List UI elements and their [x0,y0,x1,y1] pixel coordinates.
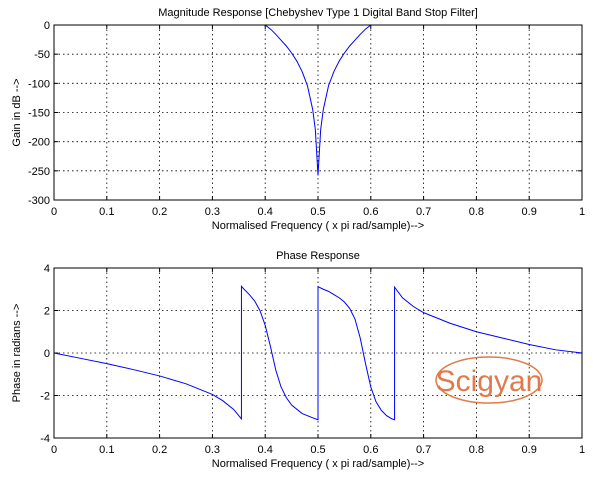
x-tick-label: 0.9 [522,444,537,456]
x-tick-label: 0.6 [363,444,378,456]
y-tick-label: -200 [28,137,50,149]
y-tick-label: -150 [28,108,50,120]
chart-title: Magnitude Response [Chebyshev Type 1 Dig… [158,7,478,19]
y-tick-label: -4 [40,433,50,445]
x-tick-label: 0.5 [310,444,325,456]
x-tick-label: 1 [579,444,585,456]
y-tick-label: 2 [44,306,50,318]
y-tick-label: -100 [28,78,50,90]
x-tick-label: 0.5 [310,206,325,218]
series-line [53,284,583,421]
x-tick-label: 0.8 [469,206,484,218]
x-tick-label: 0.3 [205,444,220,456]
y-tick-label: -300 [28,195,50,207]
x-tick-label: 0.4 [258,444,273,456]
y-tick-label: -2 [40,391,50,403]
axes-box [53,24,583,201]
phase-plot: 0 0.1 0.2 0.3 0.4 0.5 0.6 0.7 0.8 0.9 1 4 2 0 -2 -4 Phas… [11,250,585,470]
y-tick-label: 0 [44,348,50,360]
x-tick-label: 0.4 [258,206,273,218]
x-tick-label: 0.6 [363,206,378,218]
y-tick-label: 0 [44,20,50,32]
magnitude-plot: 0 0.1 0.2 0.3 0.4 0.5 0.6 0.7 0.8 0.9 1 0 -50 -100 -15… [11,7,585,232]
watermark-ellipse [435,356,543,404]
x-tick-label: 0.1 [99,444,114,456]
x-tick-label: 1 [579,206,585,218]
y-tick-label: -250 [28,166,50,178]
x-tick-label: 0.2 [152,444,167,456]
x-tick-label: 0.9 [522,206,537,218]
y-axis-label: Gain in dB --> [11,78,23,146]
x-tick-label: 0.3 [205,206,220,218]
x-tick-label: 0.7 [416,206,431,218]
x-tick-label: 0 [51,444,57,456]
x-axis-label: Normalised Frequency ( x pi rad/sample)-… [212,458,424,470]
x-axis-label: Normalised Frequency ( x pi rad/sample)-… [212,220,424,232]
x-tick-label: 0 [51,206,57,218]
y-axis-label: Phase in radians --> [11,304,23,403]
chart-title: Phase Response [276,250,360,262]
x-tick-label: 0.1 [99,206,114,218]
x-tick-label: 0.2 [152,206,167,218]
x-tick-label: 0.7 [416,444,431,456]
watermark-logo: Scigyan [435,356,543,404]
series-line [54,24,582,176]
y-tick-label: -50 [34,49,50,61]
watermark-text: Scigyan [436,365,543,398]
axes-box [53,267,583,439]
y-tick-label: 4 [44,263,50,275]
x-tick-label: 0.8 [469,444,484,456]
